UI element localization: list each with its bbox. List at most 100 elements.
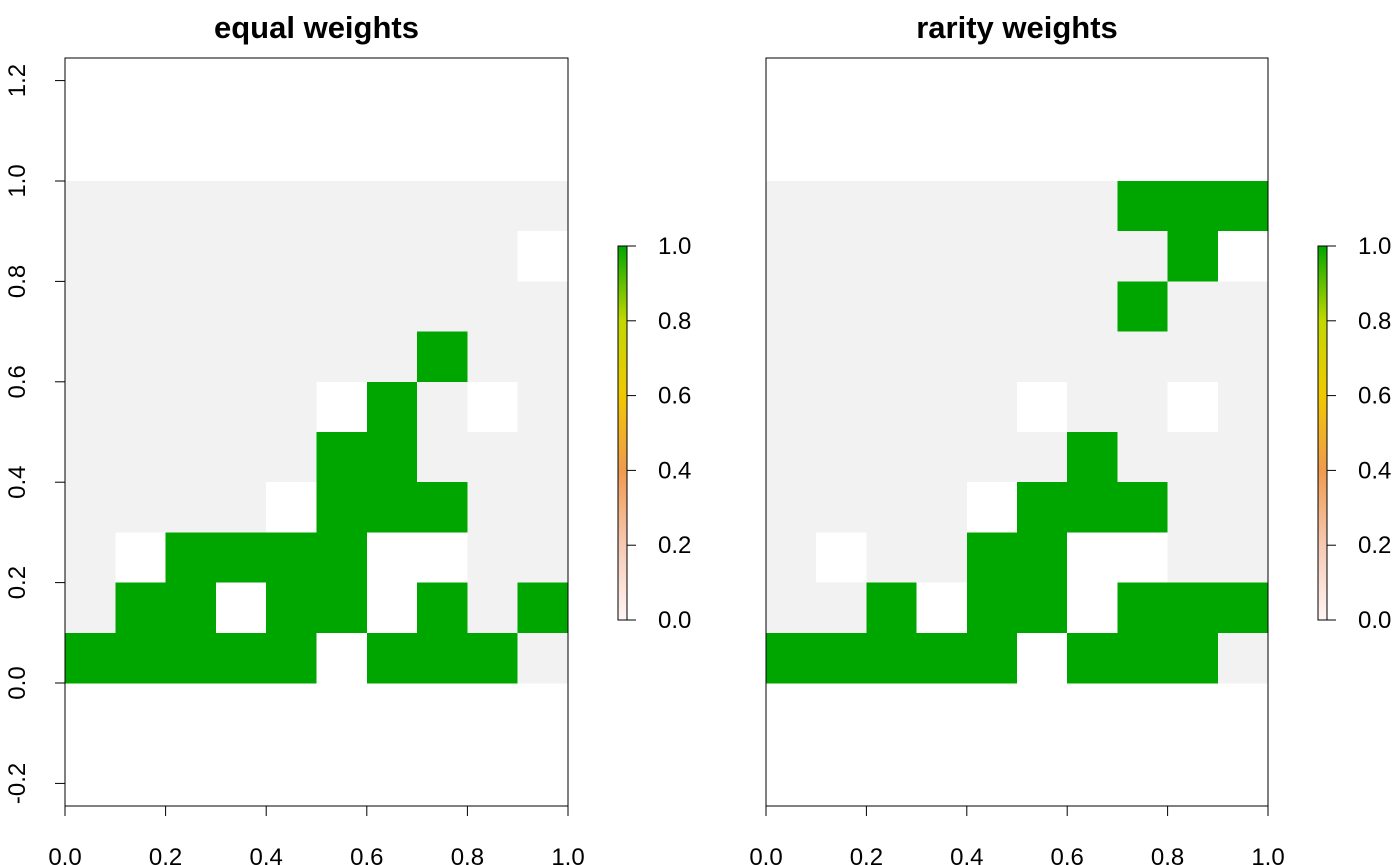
raster-cell (115, 582, 167, 634)
raster-cell (816, 532, 867, 584)
raster-cell (966, 482, 1018, 533)
raster-cell (316, 381, 368, 433)
raster-cell (1167, 482, 1219, 533)
raster-cell (417, 281, 468, 333)
raster-cell (467, 180, 519, 232)
y-tick-label: 1.2 (4, 64, 31, 97)
color-bar-tick-label: 0.4 (658, 457, 691, 484)
raster-cell (65, 281, 116, 333)
raster-cell (966, 180, 1018, 232)
raster-cell (866, 281, 918, 333)
raster-cell (866, 582, 918, 634)
raster-cell (1067, 532, 1118, 584)
raster-cell (916, 231, 968, 282)
raster-cell (517, 482, 569, 533)
raster-cell (165, 482, 217, 533)
raster-cell (1167, 281, 1219, 333)
raster-cell (215, 381, 267, 433)
raster-cell (316, 231, 368, 282)
raster-cell (1217, 231, 1269, 282)
raster-cell (1167, 381, 1219, 433)
x-tick-label: 0.8 (1151, 844, 1184, 865)
raster-cell (65, 532, 116, 584)
chart-title: rarity weights (916, 10, 1118, 45)
raster-cell (517, 281, 569, 333)
raster-cell (966, 582, 1018, 634)
raster-cells (766, 180, 1269, 684)
raster-cell (766, 482, 817, 533)
raster-cell (766, 381, 817, 433)
raster-cell (1167, 231, 1219, 282)
raster-cell (366, 180, 418, 232)
y-tick-label: 0.8 (4, 265, 31, 298)
raster-cell (866, 482, 918, 533)
color-bar-tick-label: 0.2 (1358, 532, 1391, 559)
raster-cell (115, 180, 167, 232)
color-bar-tick-label: 0.6 (1358, 383, 1391, 410)
raster-cell (316, 331, 368, 383)
raster-cell (1017, 532, 1068, 584)
raster-cell (1167, 331, 1219, 383)
raster-cell (816, 432, 867, 483)
raster-cell (467, 432, 519, 483)
raster-cell (866, 331, 918, 383)
raster-cell (517, 532, 569, 584)
color-bar: 0.0 0.2 0.4 0.6 0.8 1.0 (617, 233, 691, 634)
raster-cell (1067, 231, 1118, 282)
color-bar-scale (1317, 245, 1328, 621)
raster-cell (1017, 582, 1068, 634)
raster-cell (517, 231, 569, 282)
raster-cell (916, 532, 968, 584)
raster-cell (115, 281, 167, 333)
raster-cell (916, 632, 968, 684)
raster-cell (1067, 180, 1118, 232)
raster-cell (316, 582, 368, 634)
x-tick-label: 0.2 (850, 844, 883, 865)
raster-cell (115, 331, 167, 383)
raster-cell (517, 331, 569, 383)
x-tick-label: 0.4 (250, 844, 283, 865)
raster-cell (1217, 331, 1269, 383)
raster-cell (916, 381, 968, 433)
raster-cell (517, 582, 569, 634)
raster-cell (1167, 432, 1219, 483)
raster-cell (766, 231, 817, 282)
raster-cell (165, 180, 217, 232)
color-bar: 0.0 0.2 0.4 0.6 0.8 1.0 (1317, 233, 1391, 634)
raster-cell (115, 482, 167, 533)
y-tick-label: 0.4 (4, 466, 31, 499)
raster-cell (1017, 432, 1068, 483)
raster-cell (215, 582, 267, 634)
raster-cell (467, 231, 519, 282)
raster-cell (816, 231, 867, 282)
raster-cell (417, 482, 468, 533)
raster-cell (366, 532, 418, 584)
raster-cell (816, 281, 867, 333)
raster-cell (1067, 582, 1118, 634)
raster-cell (165, 331, 217, 383)
raster-cell (165, 532, 217, 584)
raster-cell (1117, 180, 1169, 232)
raster-cell (1217, 381, 1269, 433)
raster-cell (1017, 632, 1068, 684)
raster-cell (766, 532, 817, 584)
y-tick-label: 0.6 (4, 365, 31, 398)
raster-cell (766, 432, 817, 483)
raster-cell (1017, 231, 1068, 282)
x-tick-label: 0.6 (350, 844, 383, 865)
x-tick-label: 0.2 (149, 844, 182, 865)
raster-cell (65, 432, 116, 483)
raster-cell (266, 432, 317, 483)
x-axis: 0.0 0.2 0.4 0.6 0.8 1.0 (48, 805, 585, 865)
color-bar-tick-label: 1.0 (658, 233, 691, 260)
raster-cell (65, 632, 116, 684)
raster-cell (816, 632, 867, 684)
raster-cell (165, 281, 217, 333)
raster-cell (866, 432, 918, 483)
raster-cell (1017, 281, 1068, 333)
color-bar-tick-label: 0.8 (658, 308, 691, 335)
raster-cell (215, 231, 267, 282)
